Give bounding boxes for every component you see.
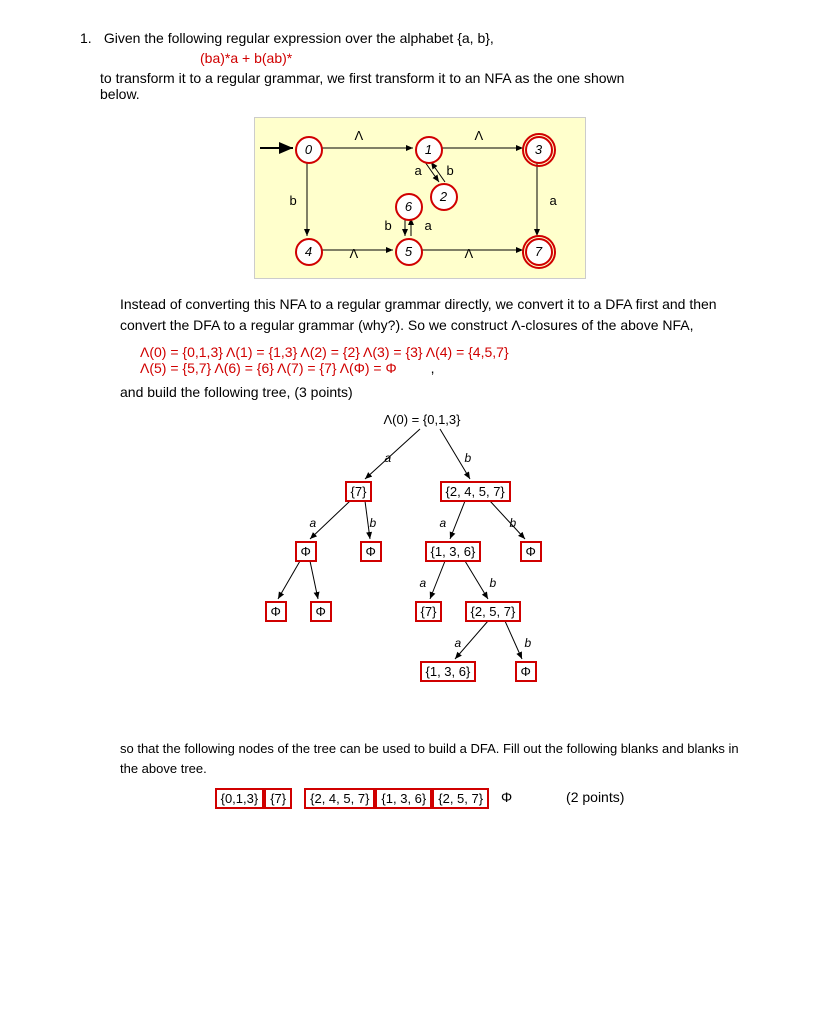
tree-edge-label: b (525, 636, 532, 650)
tree-edge-label: a (455, 636, 462, 650)
nfa-edge-label: Λ (355, 128, 364, 143)
nfa-edge-label: a (415, 163, 422, 178)
middle-para-1: Instead of converting this NFA to a regu… (120, 294, 759, 336)
nfa-state-3: 3 (525, 136, 553, 164)
nfa-edge-label: a (425, 218, 432, 233)
nfa-state-0: 0 (295, 136, 323, 164)
tree-node: Φ (515, 661, 537, 682)
tree-node: {2, 4, 5, 7} (440, 481, 511, 502)
tree-node: Φ (520, 541, 542, 562)
problem-header: 1. Given the following regular expressio… (80, 30, 759, 46)
dfa-state-box: {7} (264, 788, 292, 809)
tree-diagram: Λ(0) = {0,1,3} {7} {2, 4, 5, 7} Φ Φ {1, 3, 6}… (240, 411, 600, 731)
nfa-edge-label: a (550, 193, 557, 208)
dfa-state-box: {2, 5, 7} (432, 788, 489, 809)
nfa-state-1: 1 (415, 136, 443, 164)
dfa-state-box: {2, 4, 5, 7} (304, 788, 375, 809)
bottom-para: so that the following nodes of the tree … (120, 739, 759, 778)
problem-number: 1. (80, 30, 100, 46)
tree-node: {1, 3, 6} (420, 661, 477, 682)
points-label: (2 points) (566, 789, 624, 805)
dfa-states-row: {0,1,3}{7} {2, 4, 5, 7}{1, 3, 6}{2, 5, 7}… (80, 788, 759, 809)
intro-text-1: Given the following regular expression o… (104, 30, 494, 46)
nfa-state-6: 6 (395, 193, 423, 221)
dfa-state-box: {1, 3, 6} (375, 788, 432, 809)
tree-arrows (240, 411, 600, 731)
tree-edge-label: b (490, 576, 497, 590)
intro-text-3: below. (100, 86, 140, 102)
tree-node: {7} (345, 481, 373, 502)
tree-node: Φ (295, 541, 317, 562)
tree-node: {7} (415, 601, 443, 622)
tree-edge-label: a (310, 516, 317, 530)
closures-line-1: Λ(0) = {0,1,3} Λ(1) = {1,3} Λ(2) = {2} Λ… (140, 344, 759, 360)
tree-edge-label: b (370, 516, 377, 530)
tree-node: Φ (265, 601, 287, 622)
tree-edge-label: a (420, 576, 427, 590)
intro-text-2: to transform it to a regular grammar, we… (100, 70, 624, 86)
tree-node: {1, 3, 6} (425, 541, 482, 562)
nfa-state-7: 7 (525, 238, 553, 266)
phi-symbol: Φ (501, 789, 512, 805)
middle-para-2: and build the following tree, (3 points) (120, 382, 759, 403)
nfa-edge-label: b (447, 163, 454, 178)
tree-node: Φ (310, 601, 332, 622)
nfa-state-2: 2 (430, 183, 458, 211)
nfa-edge-label: Λ (465, 246, 474, 261)
nfa-edge-label: b (290, 193, 297, 208)
tree-node: Φ (360, 541, 382, 562)
dfa-state-box: {0,1,3} (215, 788, 265, 809)
tree-node: {2, 5, 7} (465, 601, 522, 622)
tree-edge-label: a (440, 516, 447, 530)
tree-edge-label: a (385, 451, 392, 465)
closures-line-2: Λ(5) = {5,7} Λ(6) = {6} Λ(7) = {7} Λ(Φ) … (140, 360, 759, 376)
nfa-diagram: 01326457 ΛΛabbabaΛΛ (254, 117, 586, 279)
tree-node: Λ(0) = {0,1,3} (380, 411, 465, 428)
nfa-edge-label: Λ (350, 246, 359, 261)
nfa-edge-label: Λ (475, 128, 484, 143)
tree-edge-label: b (465, 451, 472, 465)
nfa-edge-label: b (385, 218, 392, 233)
nfa-state-5: 5 (395, 238, 423, 266)
tree-edge-label: b (510, 516, 517, 530)
regex: (ba)*a + b(ab)* (200, 50, 292, 66)
nfa-state-4: 4 (295, 238, 323, 266)
